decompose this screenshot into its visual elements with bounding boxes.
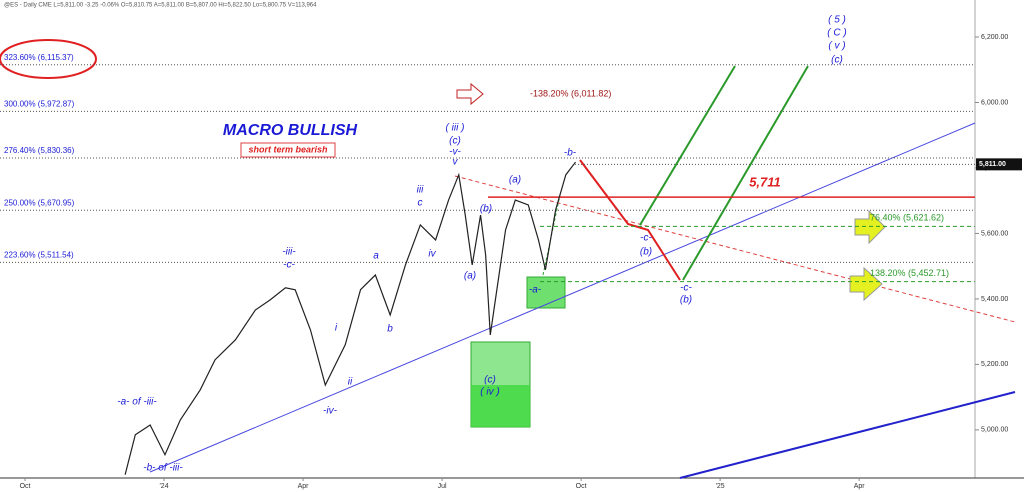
subtitle-box — [240, 142, 336, 158]
x-tick-label: Jul — [438, 483, 447, 490]
wave-label: v — [453, 157, 459, 168]
y-tick-label: 6,000.00 — [981, 99, 1008, 106]
wave-label: (a) — [464, 271, 476, 282]
x-tick-label: Apr — [298, 483, 310, 490]
x-tick-label: '24 — [159, 483, 168, 490]
x-tick-label: Oct — [20, 483, 31, 490]
wave-label: c — [418, 198, 423, 209]
resistance-label: 5,711 — [749, 175, 781, 190]
wave-label: -c- — [283, 260, 295, 271]
wave-label: ( 5 ) — [828, 15, 846, 26]
y-tick-label: 5,200.00 — [981, 361, 1008, 368]
projection — [639, 65, 736, 226]
wave-label: -iv- — [323, 406, 338, 417]
wave-label: (b) — [640, 247, 652, 258]
wave-label: b — [387, 324, 393, 335]
target-label: 138.20% (5,452.71) — [870, 268, 949, 278]
fib-label: 276.40% (5,830.36) — [4, 146, 75, 155]
target-box-inner — [471, 385, 530, 427]
wave-label: ii — [348, 377, 353, 388]
wave-label: (b) — [480, 204, 492, 215]
fib-label: 300.00% (5,972.87) — [4, 99, 75, 108]
fib-label: 223.60% (5,511.54) — [4, 251, 74, 260]
highlight-ellipse — [0, 39, 97, 79]
trendline-dashed — [454, 175, 1016, 323]
trendline — [149, 122, 976, 473]
wave-label: -b- — [564, 148, 577, 159]
wave-label: ( v ) — [828, 41, 845, 52]
wave-label: (c) — [484, 375, 496, 386]
wave-label: iii — [417, 185, 424, 196]
projection — [682, 65, 809, 281]
y-tick-label: 5,600.00 — [981, 230, 1008, 237]
x-tick-label: Apr — [854, 483, 866, 490]
wave-label: iv — [428, 249, 436, 260]
x-tick-label: '25 — [716, 483, 725, 490]
wave-label: (c) — [449, 136, 461, 147]
fib-label: 323.60% (6,115.37) — [4, 53, 74, 62]
wave-label: a — [373, 251, 379, 262]
wave-label: -a- of -iii- — [117, 397, 157, 408]
projection-bearish — [579, 159, 681, 281]
last-price-label: 5,811.00 — [979, 161, 1006, 168]
header: @ES - Daily CME L=5,811.00 -3.25 -0.06% … — [4, 3, 317, 9]
y-tick-label: 5,000.00 — [981, 427, 1008, 434]
target-box — [526, 276, 566, 309]
wave-label: -c- — [640, 233, 652, 244]
arrow — [849, 266, 883, 302]
wave-label: ( iii ) — [446, 123, 465, 134]
last-price-box — [976, 158, 1022, 171]
wave-label: -c- — [680, 283, 692, 294]
wave-label: -v- — [449, 147, 461, 158]
x-tick-label: Oct — [576, 483, 587, 490]
wave-label: (c) — [831, 55, 843, 66]
y-tick-label: 6,200.00 — [981, 34, 1008, 41]
extension-label: -138.20% (6,011.82) — [530, 88, 611, 98]
chart-subtitle: short term bearish — [248, 144, 328, 154]
arrow — [456, 82, 484, 106]
arrow — [854, 209, 886, 245]
wave-label: (b) — [680, 295, 692, 306]
wave-label: ( C ) — [827, 28, 846, 39]
wave-label: -b- of -iii- — [143, 463, 183, 474]
trendline — [679, 391, 1016, 479]
wave-label: i — [335, 323, 338, 334]
wave-label: ( iv ) — [480, 387, 499, 398]
wave-label: -iii- — [282, 247, 296, 258]
target-label: 76.40% (5,621.62) — [870, 213, 944, 223]
wave-label: (a) — [509, 175, 521, 186]
chart-title: MACRO BULLISH — [223, 122, 358, 139]
wave-label: -a- — [529, 285, 542, 296]
fib-label: 250.00% (5,670.95) — [4, 198, 75, 207]
price-line — [124, 161, 577, 475]
y-tick-label: 5,400.00 — [981, 296, 1008, 303]
